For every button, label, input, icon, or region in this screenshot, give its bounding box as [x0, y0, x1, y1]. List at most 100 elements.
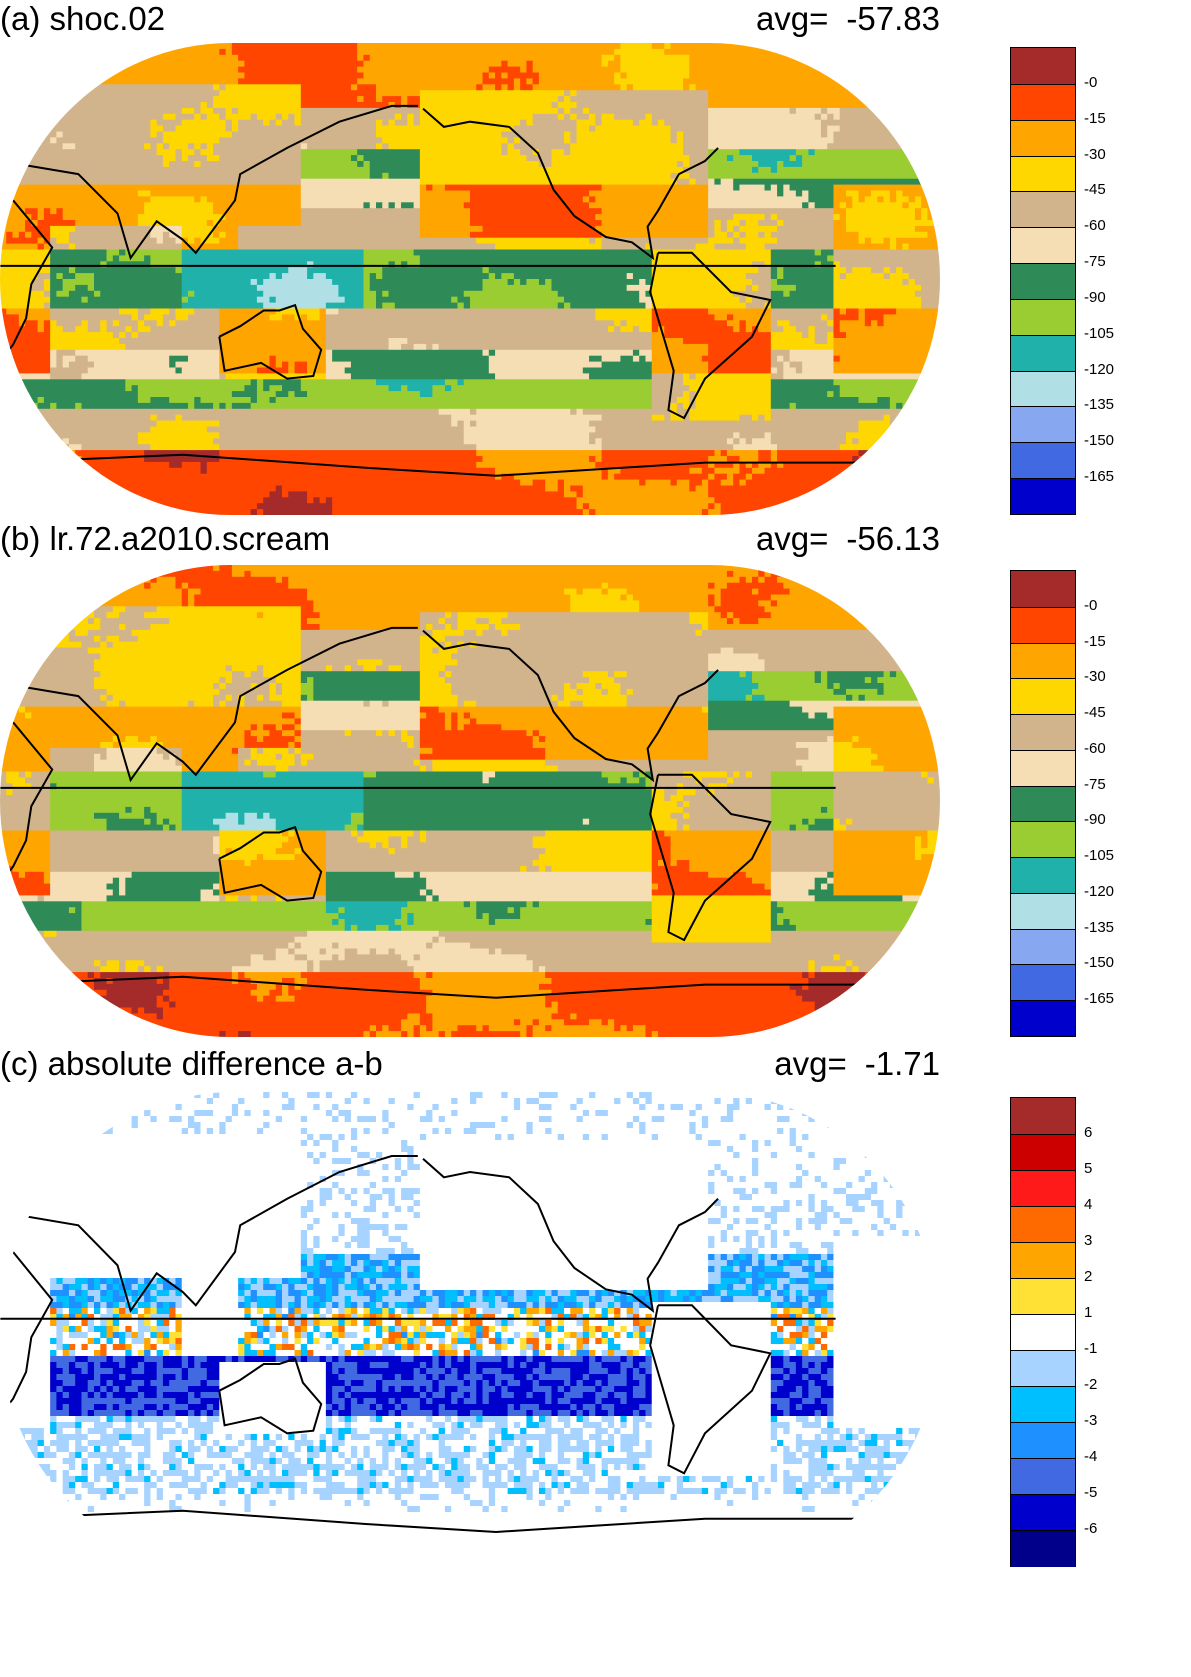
- colorbar-label: -90: [1084, 811, 1106, 829]
- colorbar-label: -165: [1084, 468, 1115, 486]
- colorbar-label: -45: [1084, 181, 1106, 199]
- colorbar-swatch: [1011, 928, 1075, 965]
- panel-average: avg= -1.71: [774, 1045, 940, 1083]
- colorbar-label: -5: [1084, 1484, 1098, 1501]
- colorbar-swatch: [1011, 442, 1075, 479]
- world-map: [0, 43, 940, 515]
- panel-title: (c) absolute difference a-b: [0, 1045, 383, 1082]
- colorbar-label: -120: [1084, 882, 1115, 900]
- colorbar-swatch: [1011, 1386, 1075, 1423]
- panel-average: avg= -56.13: [756, 520, 940, 558]
- colorbar-label: -15: [1084, 632, 1106, 650]
- colorbar-label: -60: [1084, 217, 1106, 235]
- coastline-5: [0, 975, 940, 999]
- coastline-1: [0, 104, 418, 261]
- colorbar-swatch: [1011, 1134, 1075, 1171]
- colorbar-swatch: [1011, 1458, 1075, 1495]
- colorbar-label: -120: [1084, 360, 1115, 378]
- coastline-1: [0, 626, 418, 783]
- colorbar-swatch: [1011, 964, 1075, 1001]
- colorbar-label: -1: [1084, 1340, 1098, 1357]
- colorbar-label: 1: [1084, 1304, 1093, 1321]
- colorbar-label: -165: [1084, 990, 1115, 1008]
- colorbar-swatch: [1011, 263, 1075, 300]
- map-grid-cells: [0, 565, 940, 1037]
- colorbar-label: -6: [1084, 1520, 1098, 1537]
- colorbar-swatch: [1011, 1242, 1075, 1279]
- colorbar-label: -30: [1084, 668, 1106, 686]
- avg-value: -56.13: [846, 520, 940, 557]
- colorbar-swatch: [1011, 1422, 1075, 1459]
- colorbar-label: -135: [1084, 918, 1115, 936]
- colorbar-swatch: [1011, 48, 1075, 85]
- colorbar-swatch: [1011, 83, 1075, 121]
- panel-average: avg= -57.83: [756, 0, 940, 38]
- coastline-4: [649, 773, 772, 942]
- colorbar-swatch: [1011, 1494, 1075, 1531]
- colorbar-swatch: [1011, 191, 1075, 228]
- colorbar-label: 2: [1084, 1268, 1093, 1285]
- colorbar: [1010, 47, 1076, 515]
- avg-label: avg=: [774, 1045, 847, 1082]
- colorbar-swatch: [1011, 119, 1075, 157]
- world-map: [0, 565, 940, 1037]
- colorbar-label: -150: [1084, 432, 1115, 450]
- colorbar-label: -150: [1084, 954, 1115, 972]
- colorbar: [1010, 570, 1076, 1037]
- colorbar-label: -0: [1084, 596, 1098, 614]
- colorbar-label: -2: [1084, 1376, 1098, 1393]
- colorbar-swatch: [1011, 155, 1075, 192]
- colorbar-swatch: [1011, 1530, 1075, 1567]
- colorbar-label: -60: [1084, 739, 1106, 757]
- avg-label: avg=: [755, 520, 829, 557]
- colorbar-swatch: [1011, 892, 1075, 930]
- coastline-2: [218, 825, 323, 902]
- colorbar-label: -0: [1084, 73, 1098, 91]
- colorbar-label: -45: [1084, 704, 1106, 722]
- colorbar-swatch: [1011, 1206, 1075, 1243]
- colorbar-label: -90: [1084, 288, 1106, 306]
- coastline-4: [649, 251, 772, 420]
- colorbar-swatch: [1011, 714, 1075, 751]
- colorbar-swatch: [1011, 1314, 1075, 1351]
- colorbar-swatch: [1011, 821, 1075, 858]
- map-grid-cells: [0, 1092, 940, 1572]
- colorbar-swatch: [1011, 1000, 1075, 1037]
- coastline-2: [218, 303, 323, 380]
- colorbar-swatch: [1011, 749, 1075, 787]
- colorbar-swatch: [1011, 606, 1075, 644]
- colorbar-label: -30: [1084, 145, 1106, 163]
- colorbar-swatch: [1011, 857, 1075, 894]
- colorbar-swatch: [1011, 678, 1075, 715]
- coastline-4: [649, 1304, 772, 1475]
- colorbar-swatch: [1011, 478, 1075, 515]
- colorbar-label: -75: [1084, 775, 1106, 793]
- colorbar-swatch: [1011, 1170, 1075, 1207]
- colorbar-label: -105: [1084, 324, 1115, 342]
- colorbar-swatch: [1011, 227, 1075, 264]
- panel-title: (b) lr.72.a2010.scream: [0, 520, 331, 557]
- colorbar-swatch: [1011, 571, 1075, 608]
- colorbar-swatch: [1011, 370, 1075, 407]
- colorbar-label: 3: [1084, 1232, 1093, 1249]
- avg-value: -1.71: [864, 1045, 940, 1082]
- colorbar-label: -4: [1084, 1448, 1098, 1465]
- coastline-5: [0, 1509, 940, 1534]
- world-map: [0, 1092, 940, 1572]
- coastline-1: [0, 1155, 418, 1313]
- coastline-5: [0, 453, 940, 477]
- colorbar-swatch: [1011, 406, 1075, 443]
- avg-label: avg=: [755, 0, 829, 37]
- coastline-2: [218, 1357, 323, 1435]
- map-grid-cells: [0, 43, 940, 515]
- colorbar-label: -3: [1084, 1412, 1098, 1429]
- colorbar-label: 6: [1084, 1124, 1093, 1141]
- colorbar-swatch: [1011, 785, 1075, 822]
- colorbar-swatch: [1011, 298, 1075, 336]
- colorbar-swatch: [1011, 642, 1075, 679]
- panel-title: (a) shoc.02: [0, 0, 166, 37]
- colorbar-label: -75: [1084, 253, 1106, 271]
- colorbar-swatch: [1011, 1098, 1075, 1135]
- colorbar-label: 4: [1084, 1196, 1093, 1213]
- colorbar-swatch: [1011, 1350, 1075, 1387]
